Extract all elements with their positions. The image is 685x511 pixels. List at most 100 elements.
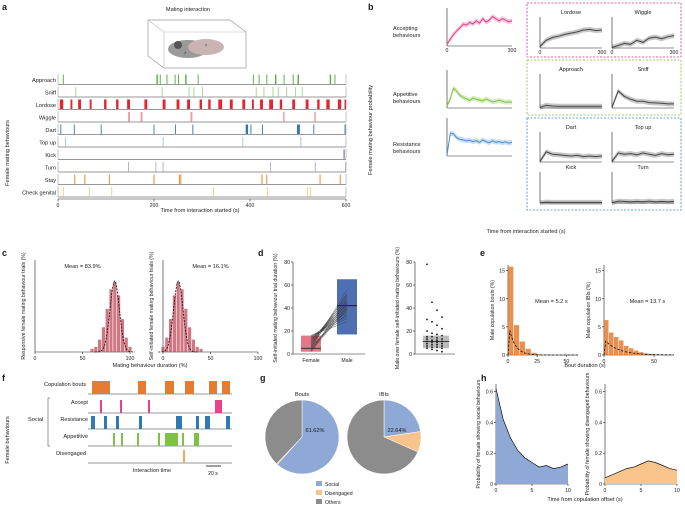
group-label-accepting-2: behaviours: [393, 33, 421, 39]
pie-slice-others: [264, 399, 303, 465]
event-mark: [153, 124, 155, 134]
hist-bar: [124, 337, 128, 352]
data-point: [436, 343, 438, 346]
event-mark: [255, 87, 257, 97]
event-mark: [111, 187, 113, 197]
behaviour-bar: [205, 416, 210, 429]
x-tick-label: 200: [150, 203, 159, 209]
row-label: Copulation bouts: [44, 382, 86, 388]
series-line: [539, 201, 602, 204]
error-band: [447, 130, 512, 158]
x-tick-label: 100: [254, 356, 263, 362]
y-tick-label: 0: [287, 352, 290, 358]
event-mark: [337, 99, 342, 109]
behaviour-bar: [100, 400, 102, 413]
y-tick-label: 80: [284, 260, 290, 266]
event-mark: [277, 87, 279, 97]
behaviour-bar: [226, 416, 230, 429]
wiggle-plot: Wiggle 0 300: [611, 10, 679, 56]
behaviour-bar: [165, 381, 174, 394]
row-label-sniff: Sniff: [45, 90, 57, 96]
x-tick-label: 0: [603, 359, 606, 365]
series-line: [446, 87, 513, 107]
event-mark: [345, 162, 346, 172]
social-group-label: Social: [28, 417, 43, 423]
hist-bar: [619, 340, 624, 355]
social-area-plot: 0 0.2 0.4 0.6 0 5 10 Probability of female show…: [476, 379, 571, 494]
event-mark: [213, 187, 214, 197]
pair-line: [310, 309, 348, 350]
event-mark: [108, 174, 110, 184]
accepting-plot: 0 300: [446, 8, 516, 54]
pair-line: [310, 305, 348, 351]
behaviour-bar: [139, 416, 142, 429]
y-tick-label: 0: [598, 353, 601, 359]
y-tick-label: 0.4: [595, 420, 602, 426]
event-mark: [202, 87, 203, 97]
event-mark: [252, 74, 254, 84]
series-line: [446, 15, 513, 45]
hist-bar: [604, 320, 609, 355]
legend-swatch: [316, 481, 322, 486]
pie-charts: Bouts 61.62% IBIs 22.64% Social Disengaged Oth…: [264, 392, 422, 506]
data-point: [441, 342, 443, 345]
event-mark: [297, 74, 299, 84]
x-tick-label: 0: [162, 356, 165, 362]
x-tick-label: 5: [531, 488, 534, 494]
y-tick-label: 0: [599, 482, 602, 488]
row-label-wiggle: Wiggle: [39, 115, 56, 121]
x-tick-label: 5: [640, 488, 643, 494]
data-point: [441, 347, 443, 350]
mean-label: Mean = 13.7 s: [630, 299, 666, 305]
hist-bar: [513, 325, 520, 355]
event-mark: [60, 124, 62, 134]
event-mark: [283, 112, 285, 122]
panel-a: a Mating interaction ♀ ♂ Female mating b…: [2, 2, 350, 214]
behaviour-bar: [91, 416, 95, 429]
event-mark: [245, 124, 249, 134]
behaviour-bar: [185, 381, 194, 394]
row-label: Resistance: [60, 417, 88, 423]
area-line: [604, 460, 678, 479]
x-tick-label: 0: [604, 488, 607, 494]
event-mark: [180, 174, 182, 184]
event-mark: [300, 137, 302, 147]
event-mark: [344, 99, 346, 109]
pie-slice-social: [276, 399, 340, 475]
x-tick-label: 10: [674, 488, 680, 494]
male-over-female-plot: 0 20 40 60 80 Male over female self-initiated…: [395, 247, 455, 369]
behaviour-bar: [182, 433, 184, 446]
behaviour-bar: [176, 416, 182, 429]
error-band: [447, 13, 512, 47]
panel-c: c Mean = 83.9% 0 50 100 Responsive female ma…: [2, 248, 262, 369]
event-mark: [272, 87, 274, 97]
event-mark: [89, 99, 92, 109]
event-mark: [161, 87, 163, 97]
event-mark: [208, 99, 211, 109]
bout-histogram: 0 5 10 15 0 25 50 Mean = 5.2 s Male copulation b…: [490, 265, 578, 365]
behaviour-bar: [194, 433, 199, 446]
y-tick-label: 0: [490, 482, 493, 488]
data-point: [436, 346, 438, 348]
behaviour-bar: [165, 433, 178, 446]
series-line: [611, 200, 675, 204]
x-tick-label: 300: [598, 50, 607, 56]
behaviour-bar: [148, 400, 150, 413]
event-mark: [192, 124, 194, 134]
pair-line: [310, 306, 348, 349]
pair-line: [310, 295, 348, 343]
data-point: [436, 333, 438, 336]
data-point: [426, 318, 428, 321]
pie-legend: Social Disengaged Others: [316, 481, 353, 506]
event-mark: [251, 99, 254, 109]
subplot-title: Sniff: [637, 67, 649, 73]
event-mark: [116, 99, 119, 109]
event-mark: [270, 162, 272, 172]
event-mark: [156, 74, 158, 84]
mean-label: Mean = 5.2 s: [535, 299, 568, 305]
hist-bar: [94, 346, 98, 352]
pie-title: IBIs: [379, 392, 389, 398]
hist-bar: [609, 332, 614, 355]
y-axis-label: Responsive female mating behaviour trial…: [21, 252, 27, 360]
data-point: [431, 320, 433, 323]
